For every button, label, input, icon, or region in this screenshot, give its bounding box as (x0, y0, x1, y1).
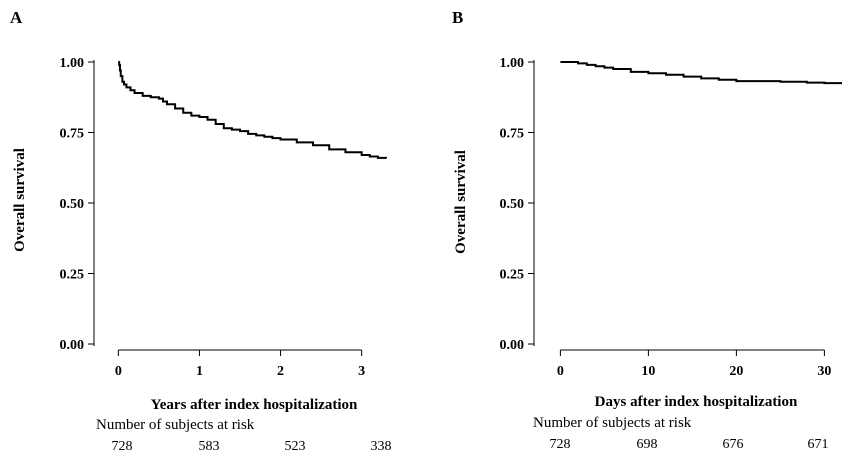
panel-b-x-ticks: 0 10 20 30 (557, 350, 831, 379)
y-tick-label: 0.00 (60, 338, 85, 353)
y-tick-label: 0.50 (60, 197, 85, 212)
risk-number: 698 (637, 437, 658, 452)
y-tick-label: 0.25 (500, 268, 525, 283)
panel-a-label: A (10, 8, 23, 27)
panel-a-axes (93, 60, 362, 351)
panel-b-x-axis-title: Days after index hospitalization (595, 394, 798, 410)
x-tick-label: 2 (277, 364, 284, 379)
panel-b-risk-table-title: Number of subjects at risk (533, 415, 692, 431)
survival-curve (118, 61, 387, 159)
panel-a-risk-table-title: Number of subjects at risk (96, 417, 255, 433)
y-tick-label: 0.25 (60, 268, 85, 283)
y-tick-label: 0.75 (500, 127, 525, 142)
panel-a-risk-numbers: 728 583 523 338 (112, 439, 392, 454)
panel-b-y-axis-title: Overall survival (453, 150, 469, 254)
y-tick-label: 0.50 (500, 197, 525, 212)
panel-b-label: B (452, 8, 463, 27)
panel-b-axes (533, 60, 825, 351)
y-tick-label: 1.00 (60, 56, 85, 71)
x-tick-label: 10 (641, 364, 655, 379)
risk-number: 728 (112, 439, 133, 454)
panel-b-series (560, 61, 842, 85)
panel-b-risk-numbers: 728 698 676 671 (550, 437, 829, 452)
survival-curve (560, 61, 842, 85)
y-tick-label: 1.00 (500, 56, 525, 71)
risk-number: 676 (723, 437, 744, 452)
risk-number: 338 (371, 439, 392, 454)
x-tick-label: 30 (817, 364, 831, 379)
panel-a-x-axis-title: Years after index hospitalization (151, 397, 358, 413)
risk-number: 728 (550, 437, 571, 452)
panel-a-x-ticks: 0 1 2 3 (115, 350, 365, 379)
risk-number: 583 (199, 439, 220, 454)
y-tick-label: 0.75 (60, 127, 85, 142)
risk-number: 523 (285, 439, 306, 454)
panel-a-y-ticks: 0.00 0.25 0.50 0.75 1.00 (60, 56, 94, 353)
panel-b: B 0.00 0.25 0.50 0.75 1.00 0 10 20 30 Overall s… (452, 8, 842, 452)
risk-number: 671 (808, 437, 829, 452)
x-tick-label: 0 (557, 364, 564, 379)
y-tick-label: 0.00 (500, 338, 525, 353)
panel-a-series (118, 61, 387, 159)
panel-a: A 0.00 0.25 0.50 0.75 1.00 0 1 2 3 Overall surv… (10, 8, 392, 454)
x-tick-label: 20 (729, 364, 743, 379)
panel-b-y-ticks: 0.00 0.25 0.50 0.75 1.00 (500, 56, 534, 353)
panel-a-y-axis-title: Overall survival (12, 148, 28, 252)
x-tick-label: 3 (358, 364, 365, 379)
x-tick-label: 0 (115, 364, 122, 379)
x-tick-label: 1 (196, 364, 203, 379)
